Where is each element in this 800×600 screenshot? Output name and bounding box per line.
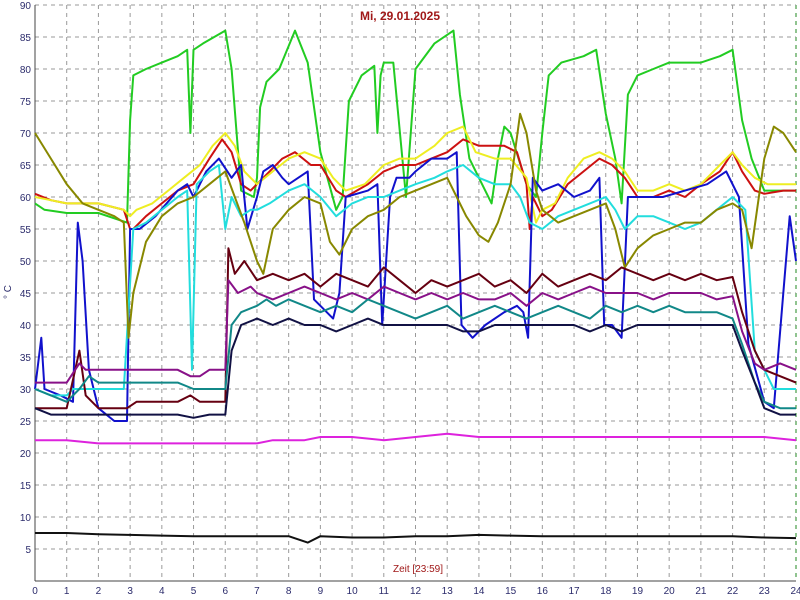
x-tick-label: 14 — [473, 586, 485, 597]
series-line-4 — [34, 151, 797, 422]
x-tick-label: 23 — [759, 586, 771, 597]
x-tick-label: 13 — [442, 586, 454, 597]
x-tick-labels: 0 1 2 3 4 5 6 7 8 9 10 11 12 13 14 15 16 17 18 19 20 21 22 23 24 — [32, 586, 800, 597]
x-tick-label: 7 — [254, 586, 260, 597]
x-tick-label: 2 — [96, 586, 102, 597]
x-tick-label: 18 — [600, 586, 612, 597]
y-tick-label: 40 — [20, 321, 32, 332]
series-line-7 — [35, 247, 797, 410]
x-tick-label: 21 — [695, 586, 707, 597]
series-line-5 — [34, 164, 796, 397]
y-tick-label: 10 — [20, 513, 32, 524]
x-tick-label: 11 — [379, 586, 390, 597]
series-line-10 — [34, 317, 796, 419]
series-line-9 — [34, 298, 796, 410]
series-line-1 — [34, 29, 796, 224]
y-tick-label: 90 — [20, 1, 32, 12]
x-tick-label: 6 — [222, 586, 228, 597]
x-tick-label: 15 — [505, 586, 517, 597]
y-tick-label: 85 — [20, 33, 32, 44]
x-tick-label: 22 — [727, 586, 739, 597]
x-tick-label: 8 — [286, 586, 292, 597]
y-tick-label: 60 — [20, 193, 32, 204]
x-tick-label: 17 — [568, 586, 580, 597]
time-annotation: Zeit [23:59] — [393, 564, 443, 575]
y-tick-label: 70 — [20, 129, 32, 140]
x-tick-label: 9 — [318, 586, 324, 597]
y-tick-label: 35 — [20, 353, 32, 364]
x-tick-label: 10 — [347, 586, 359, 597]
x-tick-label: 20 — [664, 586, 676, 597]
series-line-2 — [34, 138, 796, 230]
y-axis-label: ° C — [3, 285, 14, 299]
y-tick-label: 5 — [25, 545, 31, 556]
y-tick-label: 80 — [20, 65, 32, 76]
x-tick-label: 5 — [191, 586, 197, 597]
x-tick-label: 12 — [410, 586, 422, 597]
y-tick-label: 75 — [20, 97, 32, 108]
x-tick-label: 4 — [159, 586, 165, 597]
y-tick-labels: 5 10 15 20 25 30 35 40 45 50 55 60 65 70 75 80 85 90 — [20, 1, 32, 556]
x-tick-label: 0 — [32, 586, 38, 597]
chart-title: Mi, 29.01.2025 — [360, 9, 440, 23]
x-tick-label: 1 — [64, 586, 70, 597]
y-tick-label: 30 — [20, 385, 32, 396]
y-tick-label: 45 — [20, 289, 32, 300]
y-tick-label: 25 — [20, 417, 32, 428]
series-line-3 — [34, 125, 796, 224]
series-line-12 — [35, 532, 797, 544]
grid-lines — [34, 4, 797, 582]
y-tick-label: 50 — [20, 257, 32, 268]
plot-series — [34, 29, 797, 544]
x-tick-label: 3 — [127, 586, 133, 597]
y-tick-label: 55 — [20, 225, 32, 236]
series-line-8 — [35, 279, 797, 384]
y-tick-label: 20 — [20, 449, 32, 460]
series-line-11 — [35, 432, 797, 445]
series-line-6 — [34, 112, 797, 339]
x-tick-label: 24 — [790, 586, 800, 597]
y-tick-label: 65 — [20, 161, 32, 172]
y-tick-label: 15 — [20, 481, 32, 492]
x-tick-label: 19 — [632, 586, 644, 597]
x-tick-label: 16 — [537, 586, 549, 597]
